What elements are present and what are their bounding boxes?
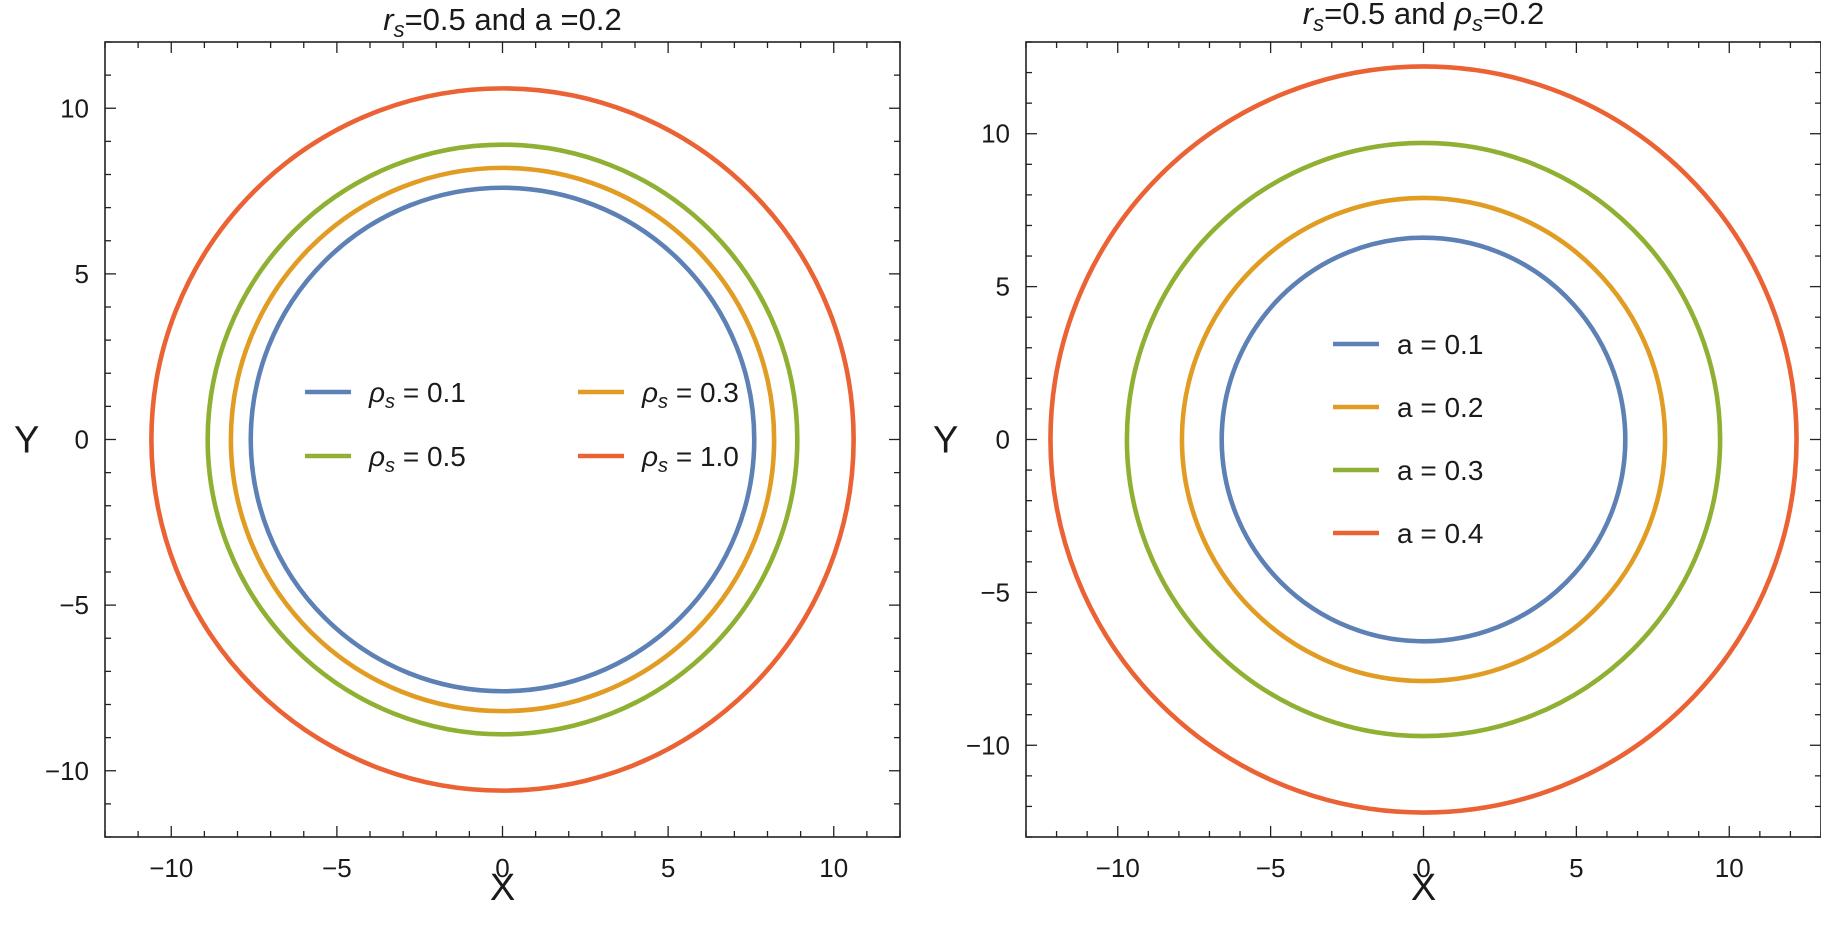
series-curve-1 (1219, 235, 1628, 644)
x-tick-label: −5 (1256, 853, 1286, 883)
series-curve-4 (1048, 64, 1799, 815)
y-tick-label: −5 (980, 577, 1010, 607)
series-curve-3 (1124, 140, 1723, 739)
y-tick-label: −10 (45, 756, 89, 786)
legend-label: a = 0.2 (1397, 392, 1483, 423)
legend: a = 0.1 a = 0.2 a = 0.3 a = 0.4 (1333, 329, 1483, 549)
legend-label: ρs = 0.5 (368, 441, 466, 477)
y-tick-label: 5 (75, 259, 89, 289)
chart-panel-2: rs=0.5 and ρs=0.2 X Y −10 −5 0 5 10 −10 −5 0 5 10 a =… (933, 0, 1821, 909)
y-tick-label: 0 (996, 425, 1010, 455)
y-tick-label: 5 (996, 272, 1010, 302)
chart-panel-1: rs=0.5 and a =0.2 X Y −10 −5 0 5 10 −10 −5 0 5 10 ρs … (14, 2, 901, 909)
series-curve-4 (149, 86, 856, 793)
x-tick-label: 5 (661, 853, 675, 883)
x-axis-label: X (1411, 867, 1436, 909)
series-curve-3 (205, 142, 800, 737)
x-tick-label: 0 (495, 853, 509, 883)
legend-label: a = 0.3 (1397, 455, 1483, 486)
x-tick-label: −10 (1096, 853, 1140, 883)
legend-label: a = 0.4 (1397, 518, 1483, 549)
series-curve-2 (1179, 195, 1668, 684)
series-curve-1 (248, 185, 757, 694)
y-axis-label: Y (933, 420, 958, 462)
x-tick-label: −5 (322, 853, 352, 883)
series-curve-2 (228, 165, 777, 714)
y-tick-label: 10 (60, 93, 89, 123)
y-axis-label: Y (14, 420, 39, 462)
x-tick-label: 10 (819, 853, 848, 883)
legend-label: ρs = 1.0 (641, 441, 739, 477)
y-tick-label: 10 (981, 119, 1010, 149)
x-tick-label: 0 (1416, 853, 1430, 883)
legend-label: ρs = 0.1 (368, 377, 466, 413)
legend-label: ρs = 0.3 (641, 377, 739, 413)
chart-title: rs=0.5 and ρs=0.2 (1303, 0, 1544, 36)
plot-frame (104, 41, 901, 838)
x-tick-label: −10 (149, 853, 193, 883)
legend-label: a = 0.1 (1397, 329, 1483, 360)
y-tick-label: 0 (75, 425, 89, 455)
x-tick-label: 10 (1715, 853, 1744, 883)
x-tick-label: 5 (1569, 853, 1583, 883)
y-tick-label: −10 (966, 730, 1010, 760)
legend: ρs = 0.1 ρs = 0.3 ρs = 0.5 ρs = 1.0 (305, 377, 739, 477)
x-axis-label: X (490, 867, 515, 909)
y-tick-label: −5 (59, 590, 89, 620)
plot-frame (1025, 41, 1821, 838)
chart-title: rs=0.5 and a =0.2 (383, 2, 622, 42)
